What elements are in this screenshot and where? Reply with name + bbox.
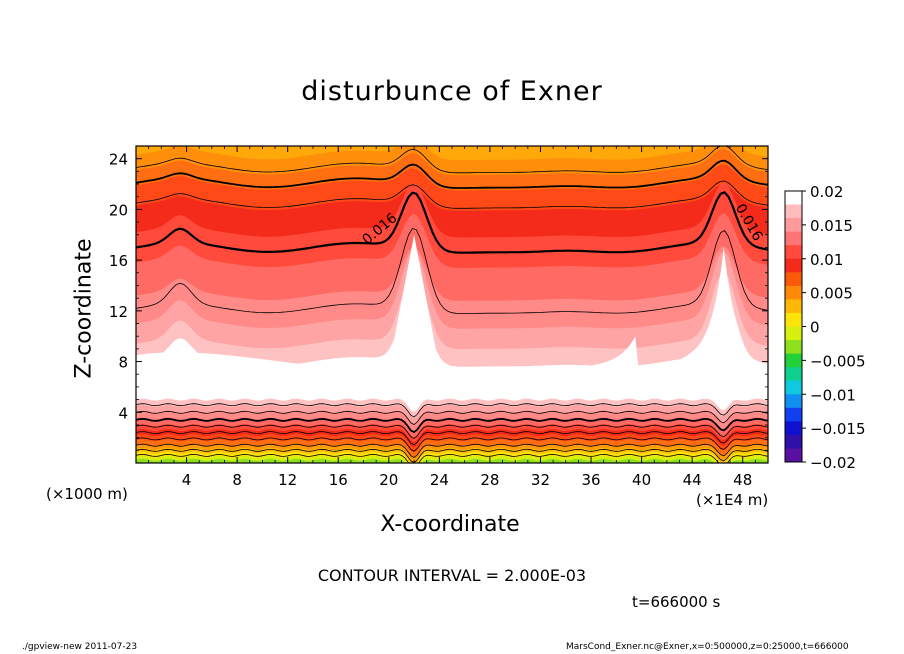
y-axis-label: Z-coordinate: [71, 238, 97, 379]
colorbar-swatch: [785, 272, 802, 287]
colorbar-swatch: [785, 312, 802, 327]
colorbar: 0.02 0.015 0.01 0.005 0 −0.005 −0.01 −0.015 −0.0…: [784, 183, 866, 472]
contour-interval: CONTOUR INTERVAL = 2.000E-03: [317, 566, 587, 585]
y-tick-label: 20: [109, 201, 128, 219]
contour-line: [136, 403, 768, 418]
colorbar-swatch: [785, 394, 802, 409]
x-axis: 4 8 12 16 20 24 28 32 36 40 44 48: [148, 146, 756, 489]
colorbar-swatch: [785, 231, 802, 246]
contour-line: [136, 431, 768, 446]
x-tick-label: 44: [683, 471, 702, 489]
x-tick-label: 8: [232, 471, 242, 489]
contour-line: [136, 159, 768, 189]
colorbar-swatch: [785, 204, 802, 219]
field-core: [136, 234, 528, 400]
x-tick-label: 36: [581, 471, 600, 489]
y-tick-label: 12: [109, 303, 128, 321]
field-core: [666, 247, 768, 400]
contour-line: [136, 448, 768, 463]
colorbar-label: 0.005: [810, 285, 853, 303]
colorbar-swatch: [785, 245, 802, 260]
contour-line: [136, 191, 768, 254]
colorbar-label: 0.01: [810, 251, 843, 269]
footer-left: ./gpview-new 2011-07-23: [22, 642, 138, 652]
x-tick-label: 4: [182, 471, 192, 489]
contour-line: [136, 424, 768, 439]
contour-line: [136, 437, 768, 452]
colorbar-swatch: [785, 353, 802, 368]
contour-line: [136, 443, 768, 458]
x-tick-label: 40: [632, 471, 651, 489]
colorbar-swatch: [785, 434, 802, 449]
field-core: [540, 336, 642, 400]
y-tick-label: 24: [109, 151, 128, 169]
colorbar-label: −0.02: [810, 454, 856, 472]
colorbar-label: −0.015: [810, 420, 866, 438]
time-label: t=666000 s: [632, 593, 721, 611]
contour-lines: [136, 146, 768, 463]
colorbar-swatch: [785, 299, 802, 314]
contour-field: [136, 146, 768, 463]
contour-line: [136, 453, 768, 463]
x-tick-label: 32: [531, 471, 550, 489]
x-axis-unit: (×1000 m): [46, 485, 128, 503]
colorbar-label: 0: [810, 319, 820, 337]
footer-right: MarsCond_Exner.nc@Exner,x=0:500000,z=0:2…: [566, 642, 849, 652]
x-tick-label: 16: [329, 471, 348, 489]
x-tick-label: 28: [480, 471, 499, 489]
x-axis-label: X-coordinate: [380, 512, 520, 537]
contour-line: [136, 180, 768, 209]
chart-title: disturbunce of Exner: [301, 76, 603, 107]
colorbar-swatch: [785, 340, 802, 354]
colorbar-swatch: [785, 218, 802, 233]
colorbar-swatch: [785, 448, 802, 463]
x-tick-label: 24: [430, 471, 449, 489]
colorbar-label: −0.01: [810, 386, 856, 404]
contour-line: [136, 227, 768, 314]
colorbar-swatch: [785, 285, 802, 300]
contour-line: [136, 417, 768, 434]
colorbar-swatch: [785, 367, 802, 382]
colorbar-swatch: [785, 380, 802, 395]
x-tick-label: 48: [733, 471, 752, 489]
x-axis-scale-note: (×1E4 m): [696, 491, 769, 509]
y-tick-label: 16: [109, 252, 128, 270]
colorbar-label: −0.005: [810, 352, 866, 370]
x-tick-label: 20: [379, 471, 398, 489]
colorbar-swatch: [785, 407, 802, 422]
x-tick-label: 12: [278, 471, 297, 489]
colorbar-label: 0.015: [810, 217, 853, 235]
colorbar-swatch: [785, 326, 802, 341]
colorbar-swatch: [785, 258, 802, 273]
contour-line: [136, 410, 768, 425]
colorbar-swatch: [785, 421, 802, 436]
y-tick-label: 8: [118, 354, 128, 372]
contour-line: [136, 146, 768, 174]
y-axis: 4 8 12 16 20 24: [109, 151, 768, 451]
colorbar-swatch: [785, 191, 802, 205]
y-tick-label: 4: [118, 404, 128, 422]
colorbar-label: 0.02: [810, 183, 843, 201]
